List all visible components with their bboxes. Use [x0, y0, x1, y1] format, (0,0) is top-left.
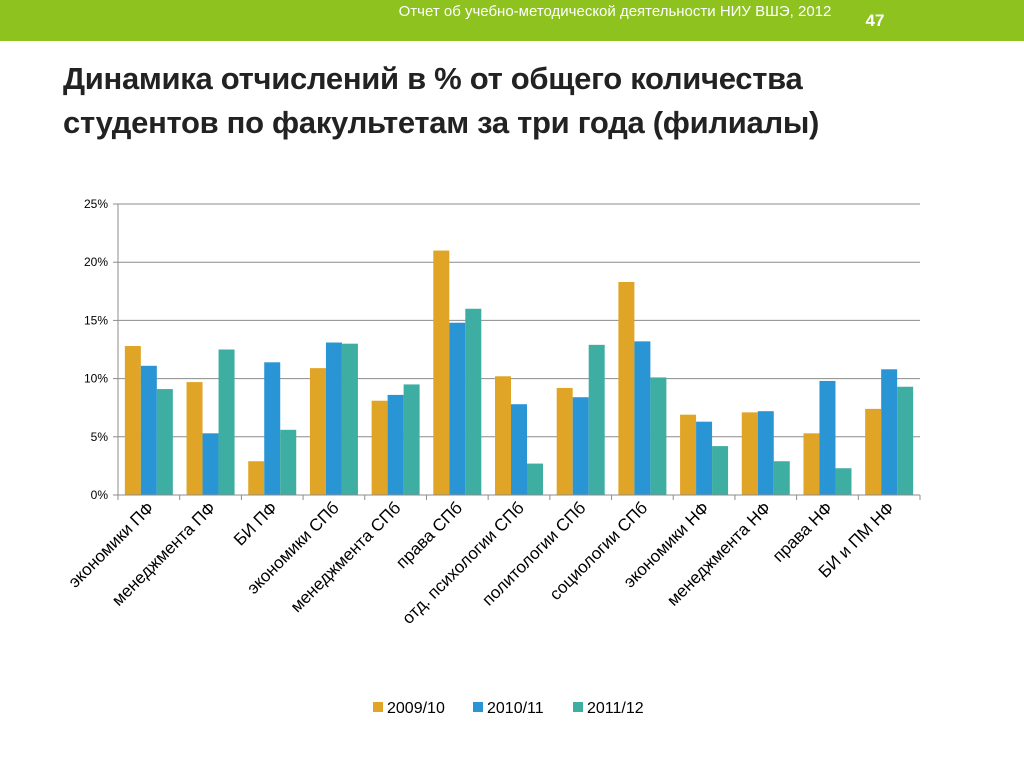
header-bar	[0, 0, 1024, 41]
bar	[264, 362, 281, 495]
bar	[325, 342, 342, 495]
x-tick-label: БИ ПФ	[230, 498, 281, 549]
y-tick-label: 20%	[84, 255, 108, 269]
bar	[819, 380, 836, 495]
bar	[248, 461, 265, 495]
bar	[588, 344, 605, 495]
axes	[113, 203, 921, 500]
bar	[865, 408, 882, 495]
bar	[712, 446, 729, 495]
bar	[465, 308, 482, 495]
bar	[572, 397, 589, 495]
bar	[387, 394, 404, 495]
legend: 2009/10 2010/11 2011/12	[373, 700, 644, 717]
y-tick-label: 0%	[91, 488, 109, 502]
bar	[556, 387, 573, 495]
legend-swatch	[573, 702, 583, 712]
bar	[634, 341, 651, 495]
bar	[371, 400, 388, 495]
bar	[696, 421, 713, 495]
bar	[618, 281, 635, 495]
bar	[511, 404, 527, 495]
grid-lines	[118, 203, 920, 438]
bars	[124, 250, 914, 495]
legend-label: 2010/11	[487, 700, 544, 717]
bar	[433, 250, 450, 495]
y-tick-label: 5%	[91, 430, 109, 444]
bar	[741, 412, 758, 495]
bar	[309, 368, 326, 495]
bar	[650, 377, 667, 495]
slide-title: Динамика отчислений в % от общего количе…	[63, 61, 820, 140]
bar	[757, 411, 774, 495]
report-title: Отчет об учебно-методической деятельност…	[398, 3, 832, 20]
bar	[897, 386, 914, 495]
x-tick-label: политологии СПб	[478, 498, 589, 609]
bar	[835, 468, 852, 495]
page-number: 47	[865, 11, 885, 30]
bar	[218, 349, 235, 495]
legend-swatch	[373, 702, 383, 712]
y-tick-label: 15%	[84, 313, 108, 327]
bar	[881, 369, 898, 495]
bar	[773, 461, 790, 495]
bar	[202, 433, 219, 495]
bar	[186, 382, 203, 495]
bar	[341, 343, 358, 495]
bar	[124, 346, 141, 495]
x-tick-label: отд. психологии СПб	[398, 498, 528, 628]
legend-label: 2009/10	[387, 700, 445, 717]
bar	[495, 376, 511, 495]
bar	[280, 429, 297, 495]
bar	[156, 389, 173, 495]
y-tick-label: 25%	[84, 197, 108, 211]
bar	[449, 322, 466, 495]
x-tick-label: менеджмента ПФ	[108, 498, 219, 609]
bar	[140, 365, 157, 495]
bar	[527, 463, 543, 495]
bar	[403, 384, 420, 495]
y-tick-label: 10%	[84, 372, 108, 386]
legend-swatch	[473, 702, 483, 712]
x-tick-label: менеджмента НФ	[663, 498, 774, 609]
bar	[803, 433, 820, 495]
bar	[680, 414, 697, 495]
x-tick-label: менеджмента СПб	[287, 498, 405, 616]
legend-label: 2011/12	[587, 700, 644, 717]
